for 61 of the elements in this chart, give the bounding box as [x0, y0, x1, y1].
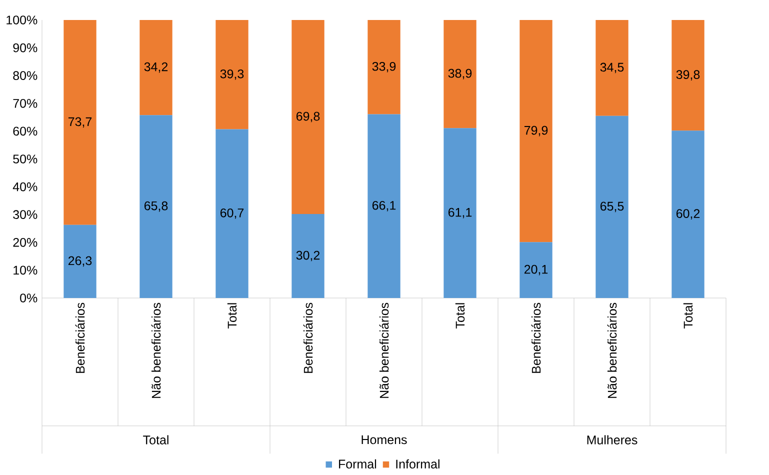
bar: [292, 20, 324, 214]
bar: [368, 114, 400, 298]
bar: [368, 20, 400, 114]
data-label: 33,9: [372, 62, 396, 72]
bar: [596, 20, 628, 116]
x-tick-label: Beneficiários: [75, 302, 85, 373]
data-label: 61,1: [448, 208, 472, 218]
bar: [140, 20, 172, 116]
text: Mulheres: [587, 435, 638, 444]
data-label: 39,8: [676, 70, 700, 80]
bar: [520, 20, 552, 242]
data-label: 26,3: [68, 256, 92, 267]
text: Homens: [362, 435, 407, 444]
x-tick-label: Não beneficiários: [151, 302, 161, 398]
bar: [292, 214, 324, 298]
y-tick-label: 70%: [13, 98, 38, 108]
bar: [444, 128, 476, 298]
y-tick-label: 40%: [12, 182, 38, 192]
data-label: 20,1: [524, 264, 548, 276]
data-label: 65,8: [144, 201, 168, 212]
bar: [596, 116, 628, 298]
data-label: 60,7: [220, 208, 244, 219]
data-label: 69,8: [296, 112, 320, 122]
data-label: 60,2: [676, 209, 700, 220]
x-tick-label: Total: [455, 303, 465, 328]
x-tick-label: Total: [227, 303, 237, 328]
y-tick-label: 0%: [20, 294, 38, 302]
bar: [672, 20, 704, 131]
data-label: 34,5: [600, 62, 624, 74]
data-label: 30,2: [296, 250, 320, 262]
y-tick-label: 60%: [13, 126, 38, 136]
bar: [444, 20, 476, 128]
y-tick-label: 30%: [13, 210, 38, 220]
y-tick-label: 50%: [13, 154, 38, 164]
y-tick-label: 20%: [13, 238, 38, 247]
y-tick-label: 10%: [14, 266, 38, 275]
y-tick-label: 80%: [13, 71, 38, 80]
data-label: 66,1: [372, 200, 396, 212]
legend-label: Formal: [339, 459, 376, 469]
data-label: 65,5: [600, 202, 624, 212]
data-label: 79,9: [524, 126, 548, 136]
bar: [140, 115, 172, 298]
data-label: 39,3: [220, 69, 244, 80]
x-tick-label: Não beneficiários: [379, 302, 389, 398]
bar: [520, 242, 552, 298]
x-tick-label: Não beneficiários: [607, 302, 617, 398]
y-tick-label: 90%: [13, 43, 38, 52]
bar: [64, 224, 96, 298]
y-tick-label: 100%: [6, 16, 38, 24]
data-label: 73,7: [68, 117, 92, 128]
data-label: 34,2: [144, 62, 168, 73]
legend-label: Informal: [396, 459, 440, 469]
text: Total: [143, 435, 168, 444]
x-tick-label: Beneficiários: [303, 302, 313, 373]
bar: [672, 130, 704, 298]
bar: [64, 20, 96, 225]
x-tick-label: Total: [683, 303, 693, 328]
bar: [216, 20, 248, 130]
data-label: 38,9: [448, 68, 472, 80]
x-tick-label: Beneficiários: [531, 302, 541, 373]
bar: [216, 129, 248, 298]
